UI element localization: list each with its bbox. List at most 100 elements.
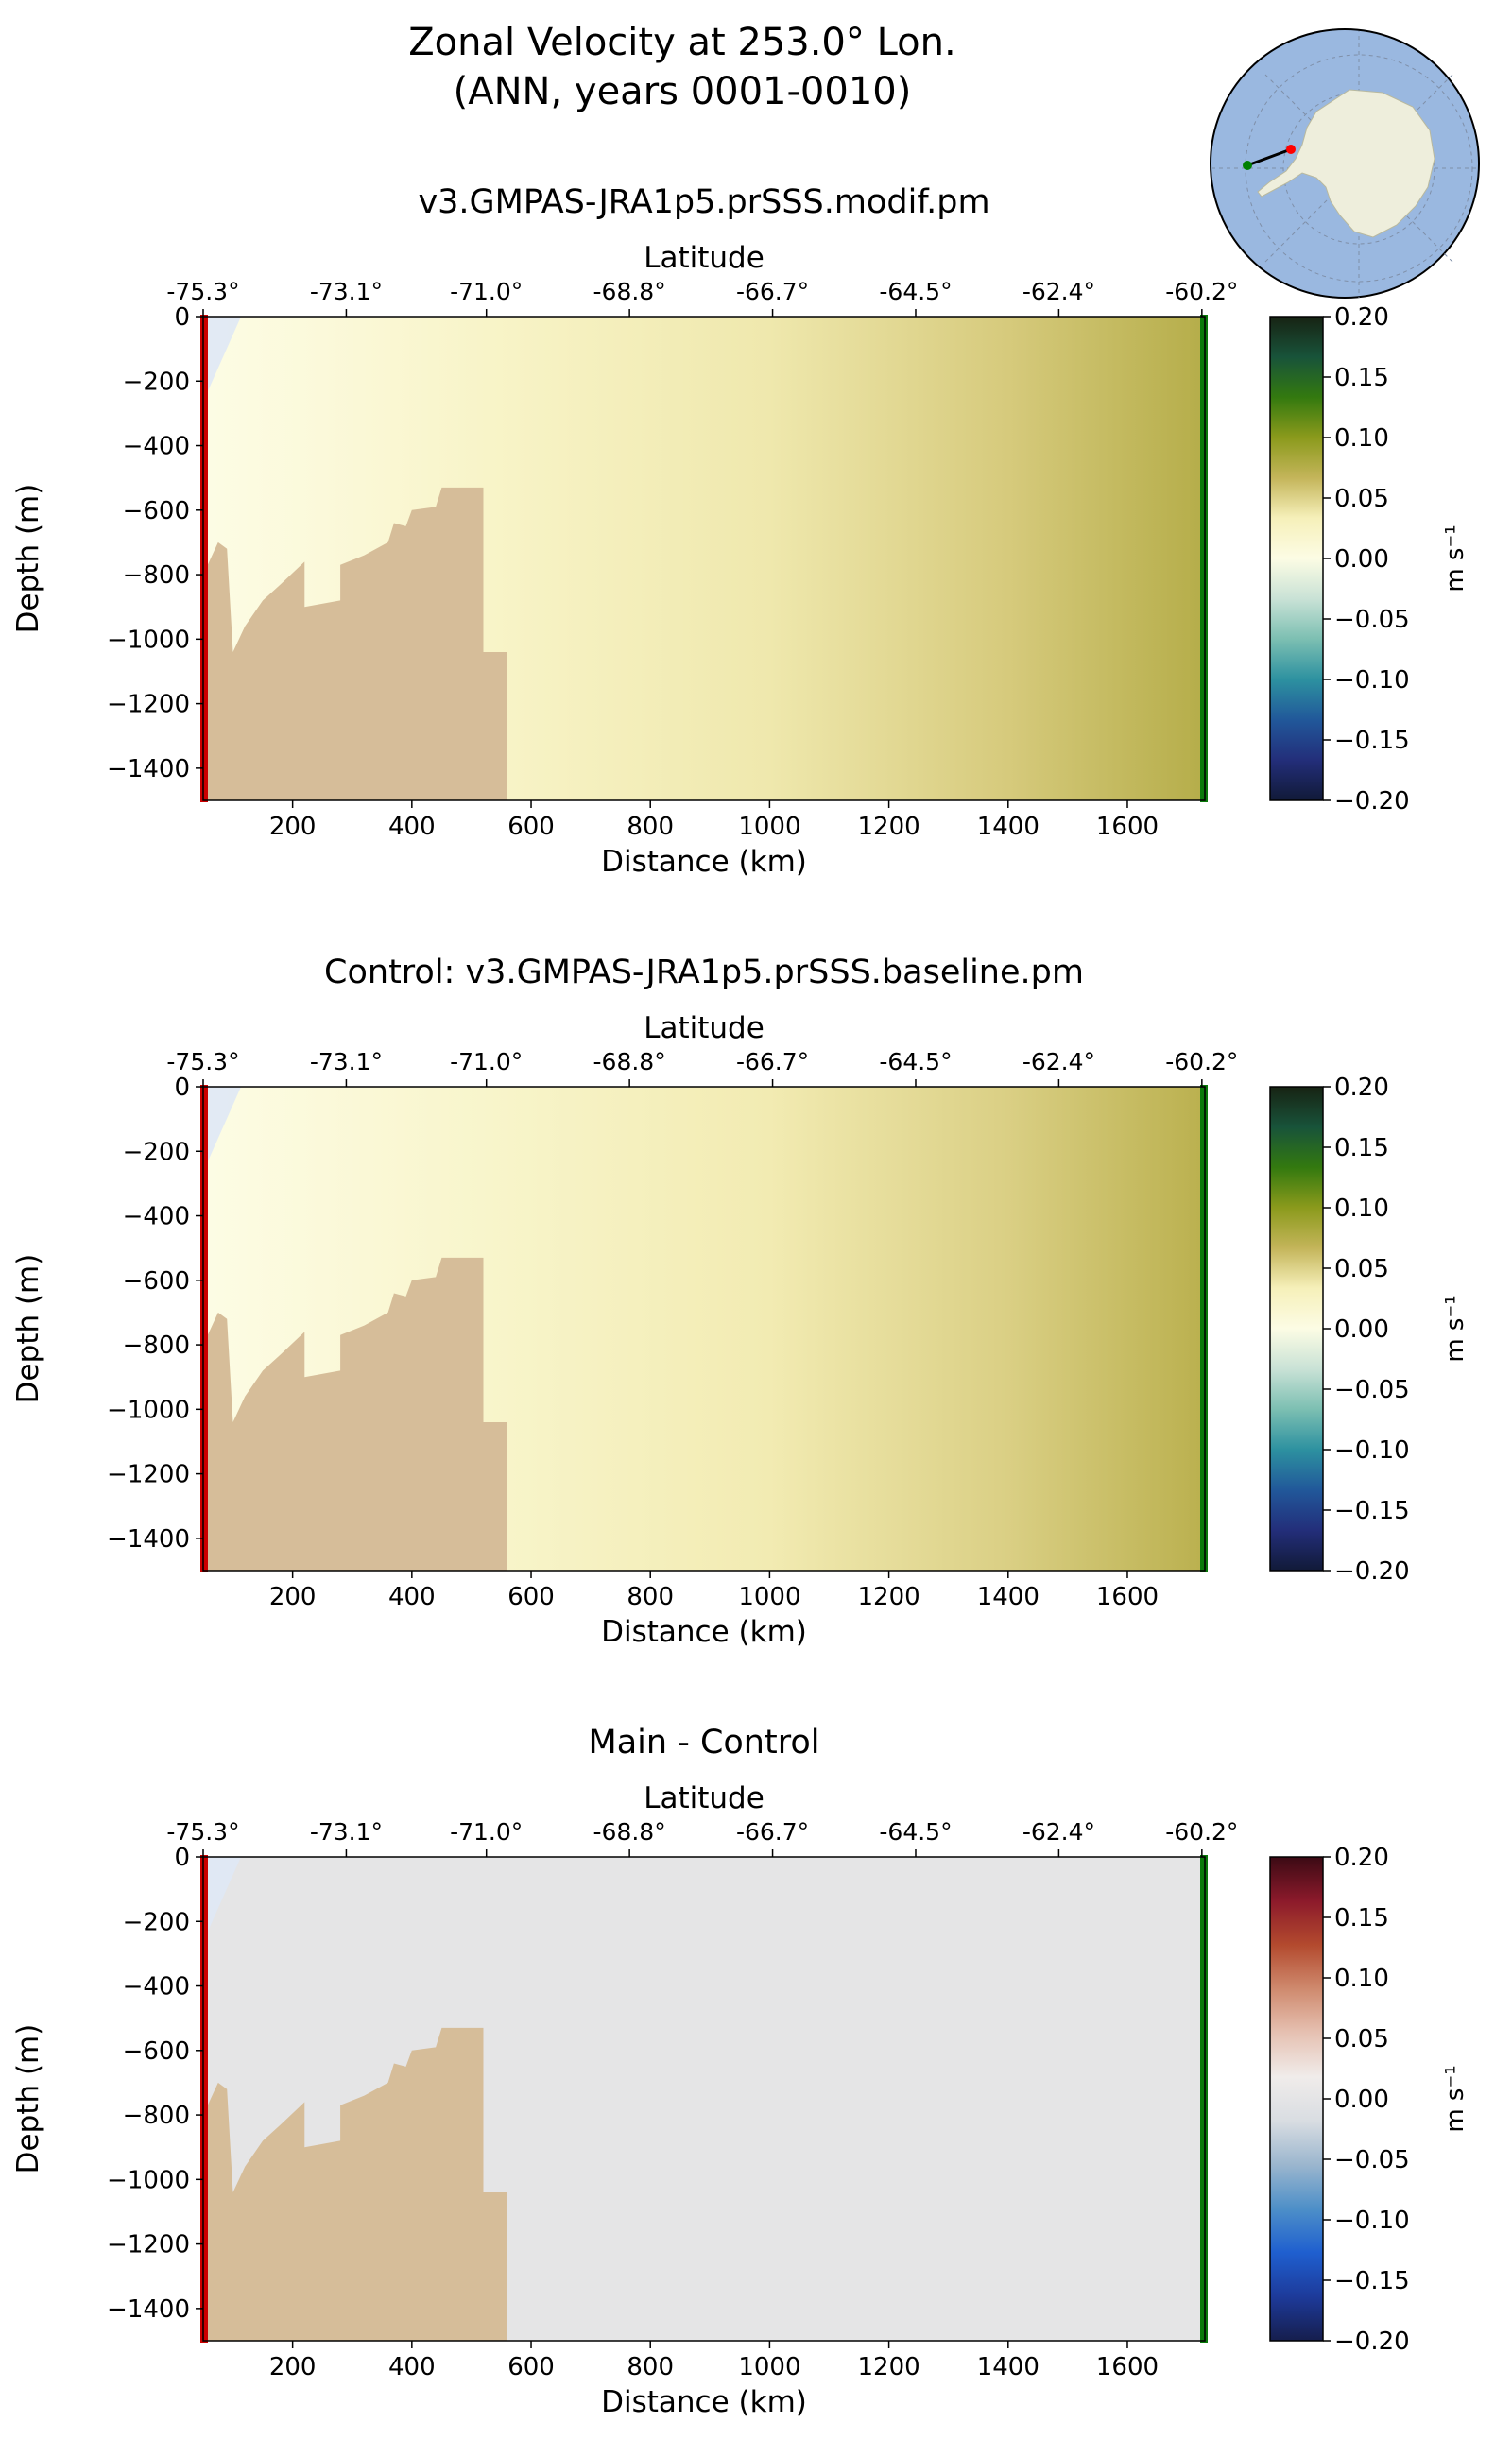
x-tick-label: 200 xyxy=(269,1583,317,1611)
colorbar-tick-label: 0.20 xyxy=(1334,303,1389,332)
y-axis-label: Depth (m) xyxy=(11,2024,45,2174)
y-tick-label: −1000 xyxy=(107,626,190,654)
y-tick-label: 0 xyxy=(174,303,190,332)
panel-title: Control: v3.GMPAS-JRA1p5.prSSS.baseline.… xyxy=(324,954,1084,991)
colorbar-label: m s⁻¹ xyxy=(1441,524,1469,592)
colorbar-tick-label: −0.05 xyxy=(1334,606,1410,634)
colorbar-label: m s⁻¹ xyxy=(1441,1295,1469,1362)
y-tick-label: −200 xyxy=(123,1138,190,1166)
y-tick-label: −1000 xyxy=(107,2166,190,2194)
panel-modif: v3.GMPAS-JRA1p5.prSSS.modif.pm Latitude -7… xyxy=(11,183,1469,879)
latitude-tick-label: -62.4° xyxy=(1022,1818,1095,1846)
x-tick-label: 200 xyxy=(269,813,317,841)
x-tick-label: 600 xyxy=(507,1583,555,1611)
colorbar-tick-label: −0.10 xyxy=(1334,666,1410,695)
y-tick-label: −200 xyxy=(123,1908,190,1936)
latitude-tick-label: -71.0° xyxy=(450,278,523,305)
y-axis-label: Depth (m) xyxy=(11,1254,45,1404)
ice-shelf-cavity xyxy=(203,1857,241,1942)
transect-end-marker xyxy=(1200,1855,1208,2343)
colorbar-label: m s⁻¹ xyxy=(1441,2065,1469,2132)
transect-start-marker xyxy=(200,315,208,802)
colorbar-tick-label: 0.05 xyxy=(1334,1255,1389,1283)
ice-shelf-cavity xyxy=(203,1087,241,1172)
x-tick-label: 400 xyxy=(388,2353,436,2381)
colorbar-tick-label: −0.10 xyxy=(1334,2207,1410,2235)
latitude-axis-label: Latitude xyxy=(644,1781,765,1815)
inset-map xyxy=(1210,28,1480,299)
latitude-tick-label: -64.5° xyxy=(879,1818,952,1846)
latitude-tick-label: -73.1° xyxy=(310,1048,383,1075)
transect-end-marker xyxy=(1200,1085,1208,1572)
panel-title: v3.GMPAS-JRA1p5.prSSS.modif.pm xyxy=(418,183,989,221)
colorbar-tick-label: −0.15 xyxy=(1334,727,1410,755)
colorbar-tick-label: −0.15 xyxy=(1334,1497,1410,1525)
x-tick-label: 1400 xyxy=(977,2353,1040,2381)
x-axis-label: Distance (km) xyxy=(601,1615,807,1649)
x-axis-label: Distance (km) xyxy=(601,2385,807,2419)
y-tick-label: −400 xyxy=(123,1973,190,2002)
colorbar-tick-label: −0.20 xyxy=(1334,787,1410,816)
transect-start-marker xyxy=(200,1855,208,2343)
figure-title-line2: (ANN, years 0001-0010) xyxy=(454,70,912,113)
x-tick-label: 1000 xyxy=(738,1583,800,1611)
colorbar-tick-label: 0.10 xyxy=(1334,424,1389,453)
seafloor-bathymetry xyxy=(203,487,507,800)
plot-frame xyxy=(202,1856,1206,2342)
panel-difference: Main - Control Latitude -75.3° -73.1° -71.0°… xyxy=(11,1724,1469,2419)
latitude-tick-label: -71.0° xyxy=(450,1818,523,1846)
latitude-tick-label: -68.8° xyxy=(593,278,666,305)
colorbar-tick-label: 0.05 xyxy=(1334,485,1389,513)
y-tick-label: −400 xyxy=(123,1203,190,1231)
transect-end-marker xyxy=(1200,315,1208,802)
y-tick-label: −1200 xyxy=(107,1461,190,1489)
x-tick-label: 1200 xyxy=(858,813,920,841)
latitude-tick-label: -71.0° xyxy=(450,1048,523,1075)
colorbar-tick-label: 0.15 xyxy=(1334,364,1389,392)
latitude-tick-label: -75.3° xyxy=(166,1818,239,1846)
colorbar-tick-label: 0.10 xyxy=(1334,1194,1389,1223)
inset-map-transect-line xyxy=(1246,147,1292,167)
y-tick-label: −600 xyxy=(123,2037,190,2066)
x-tick-label: 1600 xyxy=(1096,2353,1159,2381)
y-tick-label: −400 xyxy=(123,433,190,461)
latitude-tick-label: -68.8° xyxy=(593,1048,666,1075)
latitude-tick-label: -62.4° xyxy=(1022,278,1095,305)
colorbar xyxy=(1269,1856,1324,2342)
latitude-tick-label: -66.7° xyxy=(736,278,809,305)
colorbar-tick-label: −0.05 xyxy=(1334,2146,1410,2174)
colorbar-tick-label: −0.15 xyxy=(1334,2267,1410,2295)
latitude-tick-label: -64.5° xyxy=(879,1048,952,1075)
x-tick-label: 1000 xyxy=(738,813,800,841)
y-tick-label: −1200 xyxy=(107,2231,190,2259)
colorbar-tick-label: 0.20 xyxy=(1334,1844,1389,1872)
x-tick-label: 400 xyxy=(388,813,436,841)
y-tick-label: −1200 xyxy=(107,691,190,719)
colorbar-tick-label: −0.20 xyxy=(1334,2328,1410,2356)
x-tick-label: 400 xyxy=(388,1583,436,1611)
x-tick-label: 600 xyxy=(507,2353,555,2381)
y-tick-label: −1400 xyxy=(107,1525,190,1554)
inset-map-antarctica xyxy=(1257,89,1435,238)
latitude-tick-label: -75.3° xyxy=(166,278,239,305)
x-tick-label: 800 xyxy=(627,1583,674,1611)
plot-frame xyxy=(202,316,1206,801)
x-tick-label: 1400 xyxy=(977,1583,1040,1611)
latitude-tick-label: -73.1° xyxy=(310,1818,383,1846)
latitude-tick-label: -73.1° xyxy=(310,278,383,305)
y-axis-label: Depth (m) xyxy=(11,484,45,634)
latitude-tick-label: -62.4° xyxy=(1022,1048,1095,1075)
latitude-tick-label: -60.2° xyxy=(1165,1048,1238,1075)
latitude-tick-label: -64.5° xyxy=(879,278,952,305)
ice-shelf-cavity xyxy=(203,317,241,402)
x-axis-label: Distance (km) xyxy=(601,845,807,879)
colorbar-tick-label: 0.00 xyxy=(1334,1315,1389,1344)
colorbar-tick-label: −0.10 xyxy=(1334,1436,1410,1465)
y-tick-label: −1400 xyxy=(107,755,190,783)
x-tick-label: 600 xyxy=(507,813,555,841)
colorbar-tick-label: 0.00 xyxy=(1334,545,1389,574)
y-tick-label: −1000 xyxy=(107,1396,190,1424)
x-tick-label: 1000 xyxy=(738,2353,800,2381)
x-tick-label: 1200 xyxy=(858,2353,920,2381)
